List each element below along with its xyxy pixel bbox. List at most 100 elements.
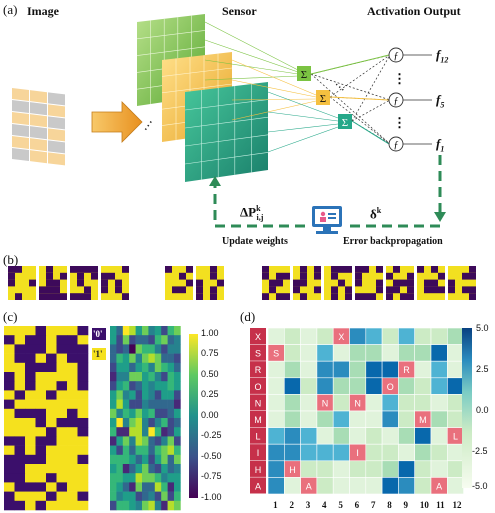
row-label: L <box>255 432 260 442</box>
weight-cell <box>148 482 156 492</box>
glyph-pixel <box>314 272 321 280</box>
binary-cell <box>14 326 26 336</box>
binary-cell <box>14 408 26 419</box>
weight-cell <box>142 427 149 437</box>
weight-cell <box>129 362 136 373</box>
binary-cell <box>25 454 36 465</box>
weight-cell <box>161 473 168 483</box>
row-label: R <box>255 365 262 375</box>
row-label: O <box>254 382 261 392</box>
svg-text:'0': '0' <box>93 329 103 339</box>
matrix-cell <box>300 427 318 445</box>
weight-cell <box>174 335 181 345</box>
weight-cell <box>116 427 124 437</box>
glyph-pixel <box>101 279 108 287</box>
weight-cell <box>142 464 149 474</box>
glyph-pixel <box>8 266 15 273</box>
svg-text:⋯: ⋯ <box>138 116 158 135</box>
cell-letter: N <box>322 398 329 408</box>
weight-cell <box>110 362 117 373</box>
binary-cell <box>14 436 26 446</box>
glyph-pixel <box>469 266 476 273</box>
row-label-box <box>250 361 266 378</box>
weight-cell <box>154 427 162 437</box>
glyph-pixel <box>431 279 438 287</box>
glyph-pixel <box>101 272 108 280</box>
weight-cell <box>174 491 181 502</box>
glyph-pixel <box>210 286 217 294</box>
weight-cell <box>142 326 149 336</box>
weight-cell <box>167 381 175 391</box>
binary-cell <box>77 335 89 345</box>
weight-cell <box>154 362 162 373</box>
weight-cell <box>174 399 181 410</box>
delta-k-label: δk <box>370 206 382 222</box>
glyph-pixel <box>46 266 53 273</box>
weight-cell <box>154 353 162 364</box>
weight-cell <box>135 372 143 382</box>
weight-cell <box>110 353 117 364</box>
glyph-pixel <box>283 272 290 280</box>
binary-cell <box>67 381 78 391</box>
weight-cell <box>110 381 117 391</box>
weight-cell <box>135 408 143 419</box>
weight-cell <box>174 427 181 437</box>
glyph-pixel <box>101 286 108 294</box>
sensor-grid-line <box>184 116 269 129</box>
weight-cell <box>142 362 149 373</box>
binary-cell <box>77 464 89 474</box>
binary-cell <box>25 344 36 354</box>
binary-cell <box>25 372 36 382</box>
binary-cell <box>77 500 89 511</box>
weight-cell <box>116 381 124 391</box>
weight-cell <box>142 381 149 391</box>
binary-cell <box>14 344 26 354</box>
glyph-pixel <box>53 286 60 294</box>
binary-cell <box>56 335 68 345</box>
binary-cell <box>4 353 15 364</box>
weight-cell <box>161 491 168 502</box>
binary-cell <box>35 436 47 446</box>
weight-cell <box>129 335 136 345</box>
glyph-pixel <box>46 293 53 300</box>
binary-cell <box>4 491 15 502</box>
glyph-pixel <box>8 272 15 280</box>
weight-cell <box>116 500 124 511</box>
sum-node-yellow: Σ <box>316 90 330 105</box>
binary-cell <box>4 473 15 483</box>
binary-cell <box>77 362 89 373</box>
glyph-pixel <box>84 266 91 273</box>
weight-cell <box>116 326 124 336</box>
binary-cell <box>77 353 89 364</box>
weight-cell <box>148 344 156 354</box>
binary-cell <box>35 326 47 336</box>
binary-cell <box>56 473 68 483</box>
glyph-pixel <box>276 293 283 300</box>
column-tick: 1 <box>273 500 278 510</box>
weight-cell <box>122 500 130 511</box>
image-title: Image <box>27 4 59 18</box>
binary-cell <box>14 372 26 382</box>
weight-cell <box>142 454 149 465</box>
binary-cell <box>4 408 15 419</box>
matrix-cell <box>398 327 415 345</box>
glyph-pixel <box>77 293 84 300</box>
binary-cell <box>4 436 15 446</box>
glyph-pixel <box>462 272 469 280</box>
weight-cell <box>110 445 117 456</box>
weight-cell <box>148 353 156 364</box>
weight-cell <box>122 491 130 502</box>
weight-cell <box>174 326 181 336</box>
glyph-pixel <box>376 266 383 273</box>
glyph-pixel <box>331 293 338 300</box>
matrix-cell <box>300 377 318 395</box>
weight-cell <box>129 399 136 410</box>
matrix-cell <box>283 327 301 345</box>
matrix-cell <box>283 360 301 379</box>
input-pixel <box>30 114 47 128</box>
binary-cell <box>67 491 78 502</box>
weight-cell <box>122 353 130 364</box>
glyph-pixel <box>84 293 91 300</box>
binary-cell <box>4 445 15 456</box>
cell-letter: X <box>338 332 344 342</box>
